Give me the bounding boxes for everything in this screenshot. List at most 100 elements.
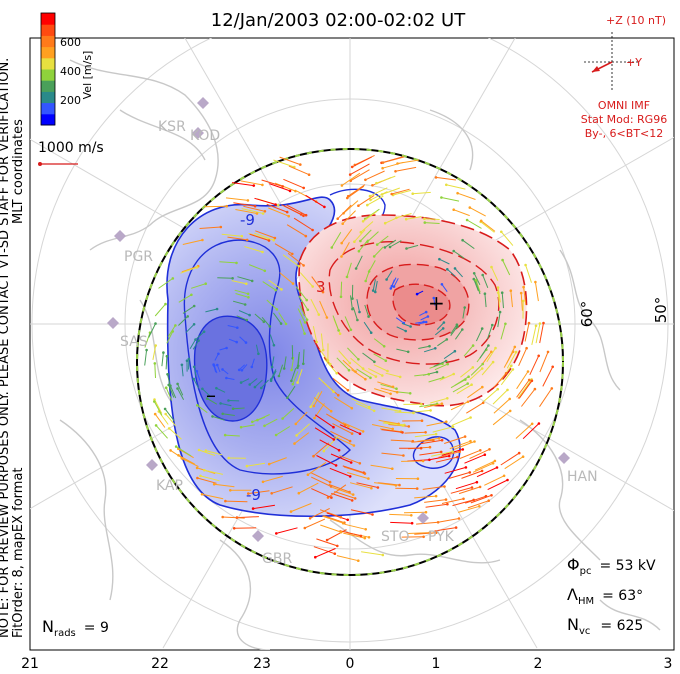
velocity-vector xyxy=(382,156,405,164)
velocity-vectors xyxy=(144,154,554,562)
vector-origin xyxy=(415,487,419,490)
station-label-kap: KAP xyxy=(156,478,183,494)
velocity-vector xyxy=(315,414,334,428)
velocity-vector xyxy=(472,462,494,473)
velocity-vector xyxy=(201,493,224,500)
velocity-vector xyxy=(248,490,270,495)
velocity-vector xyxy=(371,424,393,430)
velocity-vector xyxy=(324,358,338,374)
velocity-vector xyxy=(153,401,163,416)
velocity-vector xyxy=(336,555,359,562)
velocity-vector xyxy=(406,244,419,249)
velocity-vector xyxy=(298,482,319,494)
velocity-vector xyxy=(412,191,431,195)
velocity-vector xyxy=(529,355,540,376)
velocity-vector xyxy=(411,409,431,413)
vector-origin xyxy=(407,425,411,428)
velocity-vector xyxy=(158,411,169,425)
velocity-vector xyxy=(310,471,331,483)
velocity-vector xyxy=(493,398,511,414)
velocity-vector xyxy=(283,178,304,189)
velocity-vector xyxy=(269,183,291,192)
velocity-vector xyxy=(364,208,380,220)
velocity-vector xyxy=(288,165,310,176)
colorbar-segment xyxy=(41,46,55,59)
velocity-vector xyxy=(392,189,412,196)
velocity-vector xyxy=(450,487,473,494)
mlt-tick-label: 21 xyxy=(21,656,39,672)
velocity-vector xyxy=(502,259,511,276)
velocity-vector xyxy=(416,521,439,525)
colorbar-segment xyxy=(41,57,55,70)
contour-label-neg: -9 xyxy=(240,211,255,229)
velocity-vector xyxy=(480,220,496,232)
velocity-vector xyxy=(358,239,369,252)
vector-origin xyxy=(410,521,414,525)
velocity-vector xyxy=(448,471,470,479)
velocity-vector xyxy=(487,324,493,340)
velocity-vector xyxy=(424,218,440,220)
velocity-vector xyxy=(360,229,372,242)
velocity-vector xyxy=(414,532,437,535)
velocity-vector xyxy=(506,351,517,369)
velocity-vector xyxy=(414,373,429,377)
velocity-vector xyxy=(463,345,474,357)
velocity-vector xyxy=(428,377,444,383)
velocity-vector xyxy=(347,472,369,480)
velocity-vector xyxy=(434,363,448,371)
coordinates-label: MLT coordinates xyxy=(11,119,26,224)
velocity-vector xyxy=(438,451,460,458)
velocity-vector xyxy=(234,289,249,295)
vector-origin xyxy=(235,261,238,265)
vector-origin xyxy=(428,458,431,462)
velocity-vector xyxy=(376,235,389,245)
imf-z-label: +Z (10 nT) xyxy=(606,14,666,27)
velocity-vector xyxy=(343,200,359,214)
velocity-vector xyxy=(411,439,434,443)
velocity-vector xyxy=(531,325,537,346)
velocity-vector xyxy=(475,328,483,342)
velocity-vector xyxy=(342,210,356,225)
velocity-vector xyxy=(241,424,255,428)
velocity-vector xyxy=(319,439,340,451)
latitude-label-60: 60° xyxy=(578,301,596,328)
velocity-vector xyxy=(320,333,324,351)
velocity-vector xyxy=(205,308,218,313)
velocity-vector xyxy=(492,410,511,426)
colorbar-segment xyxy=(41,80,55,92)
velocity-vector xyxy=(446,268,456,277)
velocity-vector xyxy=(204,205,227,208)
colorbar-tick-600: 600 xyxy=(60,36,81,49)
velocity-vector xyxy=(493,372,507,389)
velocity-vector xyxy=(164,408,175,422)
velocity-vector xyxy=(395,317,405,324)
velocity-vector xyxy=(231,280,247,285)
velocity-vector xyxy=(316,538,338,547)
velocity-vector xyxy=(279,156,301,166)
velocity-vector xyxy=(252,416,266,423)
velocity-vector xyxy=(161,352,164,367)
velocity-vector xyxy=(422,486,445,490)
velocity-vector xyxy=(389,240,402,248)
velocity-vector xyxy=(462,307,466,319)
velocity-vector xyxy=(390,439,413,442)
velocity-vector xyxy=(239,336,247,343)
velocity-vector xyxy=(380,383,397,390)
velocity-vector xyxy=(367,195,384,206)
velocity-vector xyxy=(377,381,394,388)
velocity-vector xyxy=(425,503,448,508)
mlt-tick-label: 23 xyxy=(253,656,271,672)
velocity-vector xyxy=(264,418,278,427)
contour-label-neg2: -9 xyxy=(246,486,261,504)
velocity-vector xyxy=(214,483,235,488)
colorbar-tick-200: 200 xyxy=(60,94,81,107)
velocity-vector xyxy=(419,403,438,408)
velocity-vector xyxy=(154,399,163,414)
velocity-vector xyxy=(344,523,366,530)
velocity-vector xyxy=(320,524,342,533)
velocity-vector xyxy=(222,516,245,519)
velocity-vector xyxy=(234,527,257,529)
velocity-vector xyxy=(434,328,444,336)
velocity-vector xyxy=(243,205,266,212)
